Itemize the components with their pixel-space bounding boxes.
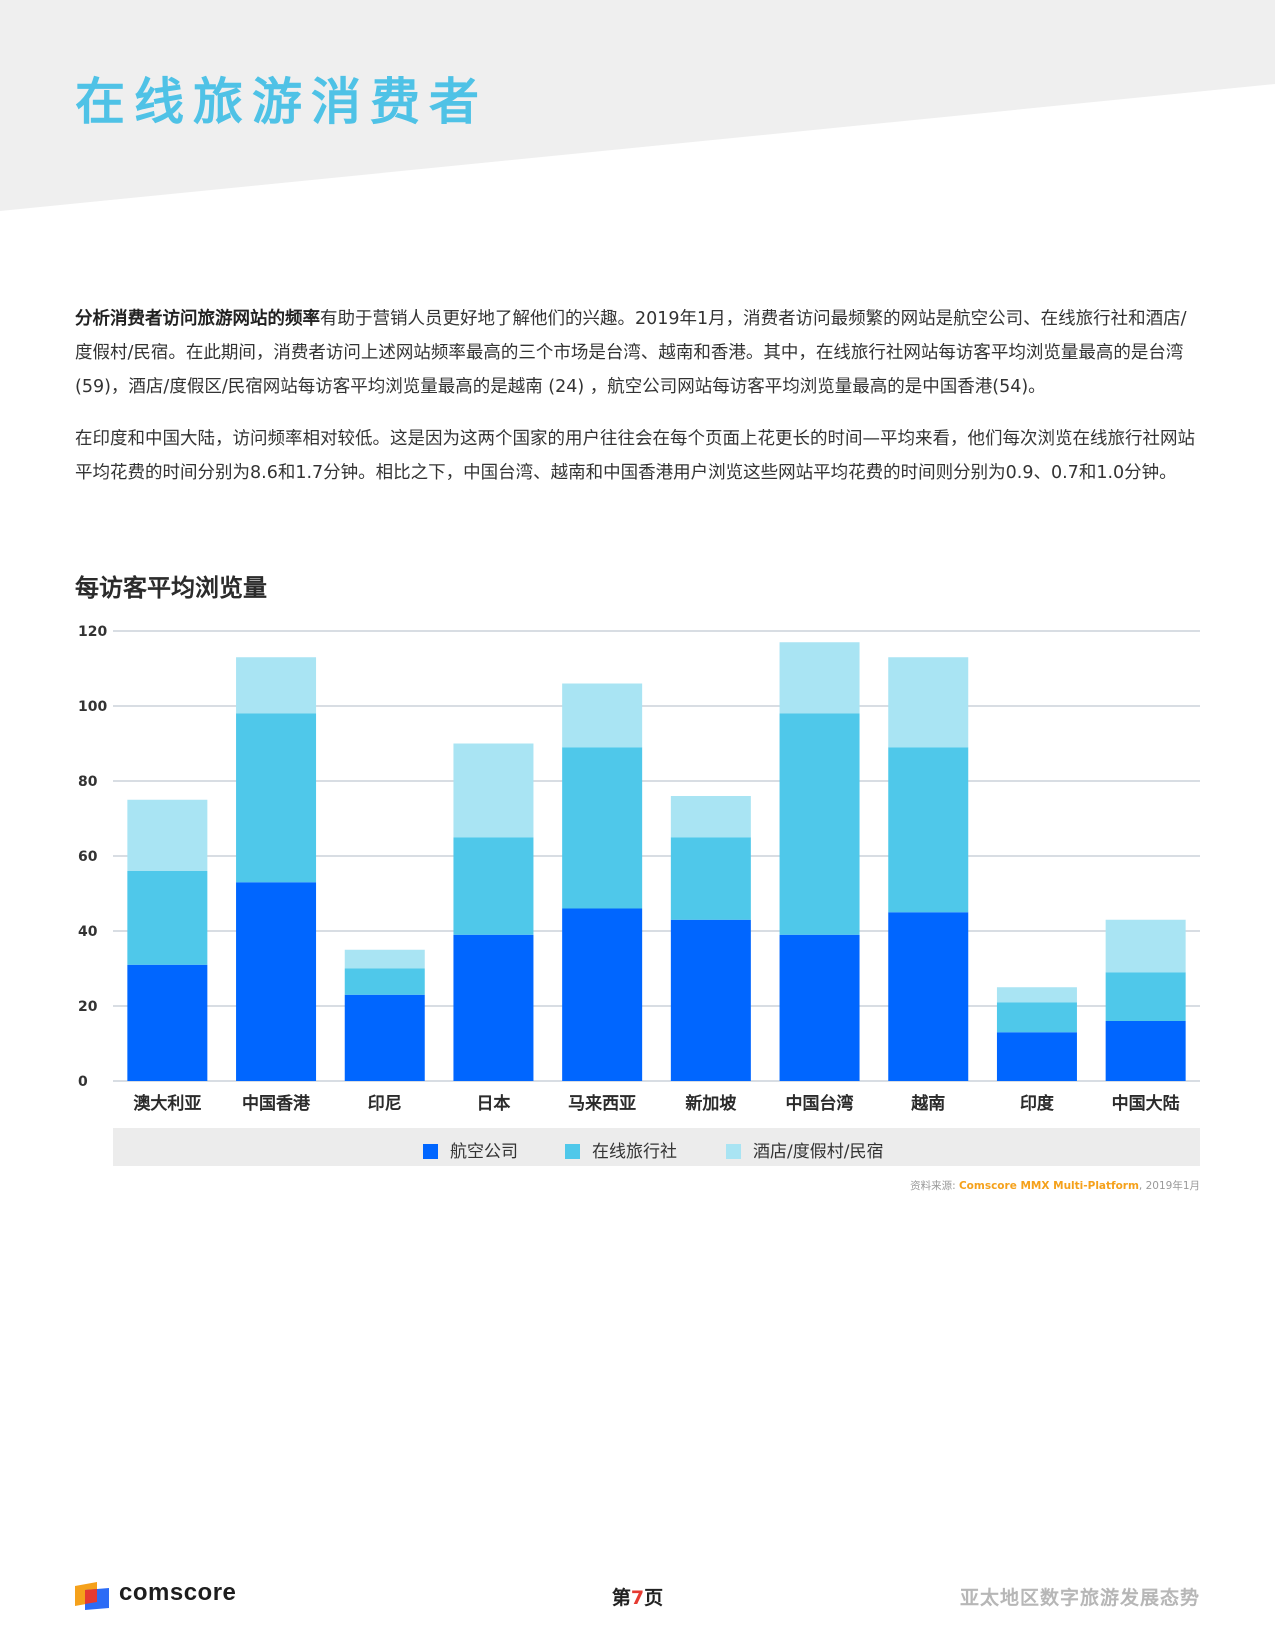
bar-1-series-2 — [236, 657, 317, 714]
x-tick-label-6: 中国台湾 — [786, 1093, 854, 1114]
bar-4-series-2 — [562, 683, 643, 748]
bar-4-series-0 — [562, 908, 643, 1081]
bar-7-series-2 — [888, 657, 969, 748]
page-number: 第7页 — [0, 1583, 1275, 1610]
report-title: 亚太地区数字旅游发展态势 — [959, 1587, 1200, 1609]
bar-8-series-1 — [996, 1002, 1077, 1033]
x-tick-label-7: 越南 — [910, 1093, 945, 1114]
legend-label-hotel: 酒店/度假村/民宿 — [753, 1142, 884, 1162]
x-tick-label-0: 澳大利亚 — [133, 1093, 201, 1114]
bar-6-series-1 — [779, 713, 860, 935]
second-paragraph: 在印度和中国大陆，访问频率相对较低。这是因为这两个国家的用户往往会在每个页面上花… — [75, 429, 1195, 483]
legend-item-airline: 航空公司 — [423, 1137, 518, 1162]
y-tick-label-60: 60 — [78, 849, 98, 865]
bar-1-series-0 — [236, 882, 317, 1081]
bar-7-series-1 — [888, 747, 969, 913]
page-number-value: 7 — [630, 1587, 645, 1609]
bar-5-series-2 — [670, 796, 751, 838]
bar-9-series-2 — [1105, 919, 1186, 973]
bar-2-series-2 — [344, 949, 425, 969]
body-text: 分析消费者访问旅游网站的频率有助于营销人员更好地了解他们的兴趣。2019年1月，… — [75, 302, 1200, 508]
y-tick-label-100: 100 — [78, 699, 107, 715]
source-note: 资料来源: Comscore MMX Multi-Platform, 2019年… — [910, 1178, 1200, 1193]
intro-paragraph: 分析消费者访问旅游网站的频率有助于营销人员更好地了解他们的兴趣。2019年1月，… — [75, 302, 1200, 404]
legend-label-ota: 在线旅行社 — [592, 1142, 677, 1162]
bar-3-series-1 — [453, 837, 534, 935]
x-tick-label-3: 日本 — [476, 1093, 510, 1114]
bar-0-series-0 — [127, 964, 208, 1081]
source-suffix: , 2019年1月 — [1138, 1180, 1200, 1192]
legend-label-airline: 航空公司 — [450, 1142, 518, 1162]
page-title: 在线旅游消费者 — [75, 73, 488, 131]
source-brand: Comscore MMX Multi-Platform — [958, 1180, 1139, 1192]
bar-6-series-2 — [779, 642, 860, 714]
bar-4-series-1 — [562, 747, 643, 909]
bar-2-series-1 — [344, 968, 425, 995]
x-tick-label-5: 新加坡 — [685, 1093, 736, 1114]
x-tick-label-9: 中国大陆 — [1112, 1093, 1180, 1114]
bar-9-series-1 — [1105, 972, 1186, 1021]
header-band — [0, 0, 1275, 211]
x-tick-label-4: 马来西亚 — [568, 1093, 636, 1114]
legend-item-ota: 在线旅行社 — [565, 1137, 677, 1162]
bar-1-series-1 — [236, 713, 317, 883]
source-prefix: 资料来源: — [910, 1180, 959, 1192]
bar-7-series-0 — [888, 912, 969, 1081]
legend-swatch-airline — [423, 1144, 438, 1159]
intro-bold: 分析消费者访问旅游网站的频率 — [75, 309, 320, 329]
x-tick-label-2: 印尼 — [368, 1094, 402, 1114]
bar-9-series-0 — [1105, 1021, 1186, 1081]
page-prefix: 第 — [611, 1587, 631, 1609]
bar-3-series-0 — [453, 934, 534, 1081]
bar-8-series-2 — [996, 987, 1077, 1003]
x-tick-label-8: 印度 — [1020, 1093, 1055, 1114]
legend-item-hotel: 酒店/度假村/民宿 — [726, 1137, 883, 1162]
chart-title: 每访客平均浏览量 — [75, 574, 267, 602]
bar-0-series-2 — [127, 799, 208, 871]
legend-swatch-ota — [565, 1144, 580, 1159]
y-tick-label-80: 80 — [78, 774, 98, 790]
logo-text: comscore — [119, 1579, 237, 1606]
y-tick-label-40: 40 — [78, 924, 98, 940]
chart-legend: 航空公司 在线旅行社 酒店/度假村/民宿 — [113, 1128, 1200, 1166]
intro-rest: 有助于营销人员更好地了解他们的兴趣。2019年1月，消费者访问最频繁的网站是航空… — [75, 309, 1187, 397]
y-tick-label-0: 0 — [78, 1074, 88, 1090]
bar-5-series-0 — [670, 919, 751, 1081]
bar-6-series-0 — [779, 934, 860, 1081]
legend-swatch-hotel — [726, 1144, 741, 1159]
bar-5-series-1 — [670, 837, 751, 920]
page-suffix: 页 — [644, 1587, 664, 1609]
bar-8-series-0 — [996, 1032, 1077, 1081]
bar-2-series-0 — [344, 994, 425, 1081]
bar-3-series-2 — [453, 743, 534, 838]
comscore-logo-icon — [75, 1582, 109, 1610]
bar-0-series-1 — [127, 871, 208, 965]
y-tick-label-120: 120 — [78, 624, 107, 640]
x-tick-label-1: 中国香港 — [242, 1093, 311, 1114]
y-tick-label-20: 20 — [78, 999, 98, 1015]
